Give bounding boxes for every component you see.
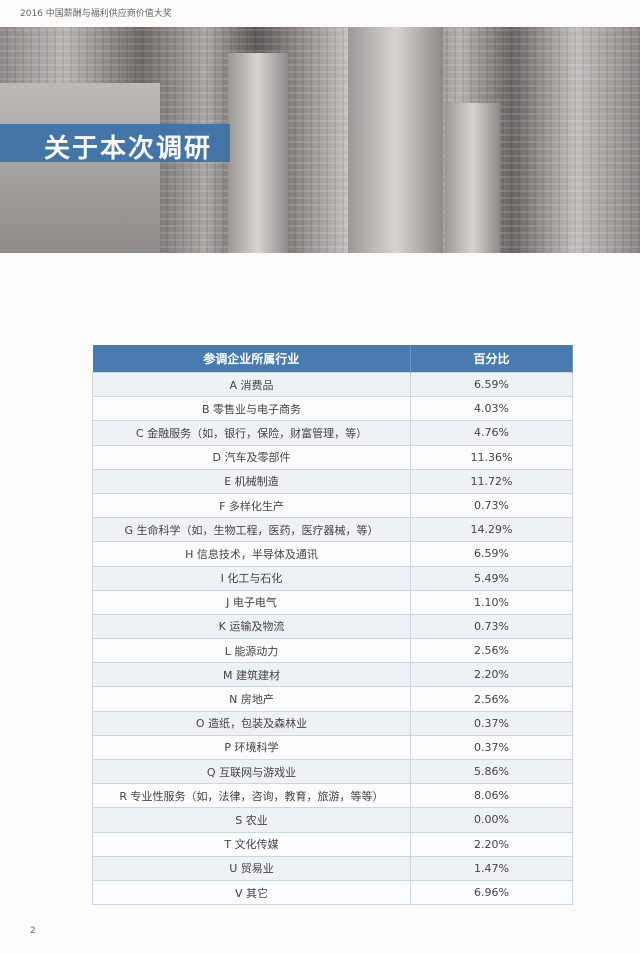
percent-cell: 4.76% <box>410 420 573 446</box>
table-row: D 汽车及零部件 11.36% <box>92 444 573 470</box>
table-row: O 造纸，包装及森林业 0.37% <box>92 710 573 736</box>
table-row: J 电子电气 1.10% <box>92 589 573 615</box>
industry-cell: V 其它 <box>92 879 411 906</box>
table-row: G 生命科学（如，生物工程，医药，医疗器械，等） 14.29% <box>92 517 573 543</box>
table-row: L 能源动力 2.56% <box>92 638 573 664</box>
header-industry: 参调企业所属行业 <box>92 345 411 373</box>
percent-cell: 1.10% <box>410 589 573 615</box>
industry-cell: D 汽车及零部件 <box>92 444 411 470</box>
table-row: B 零售业与电子商务 4.03% <box>92 396 573 422</box>
percent-cell: 2.20% <box>410 831 573 857</box>
table-row: M 建筑建材 2.20% <box>92 662 573 688</box>
table-row: F 多样化生产 0.73% <box>92 492 573 519</box>
industry-cell: N 房地产 <box>92 686 411 712</box>
percent-cell: 1.47% <box>410 855 573 881</box>
industry-cell: L 能源动力 <box>92 638 411 664</box>
industry-cell: U 贸易业 <box>92 855 411 881</box>
industry-cell: K 运输及物流 <box>92 613 411 640</box>
percent-cell: 14.29% <box>410 517 573 543</box>
section-title: 关于本次调研 <box>44 134 213 164</box>
industry-cell: A 消费品 <box>92 371 411 398</box>
percent-cell: 6.59% <box>410 371 573 398</box>
table-row: P 环境科学 0.37% <box>92 734 573 761</box>
percent-cell: 0.00% <box>410 807 573 833</box>
table-row: V 其它 6.96% <box>92 879 573 906</box>
industry-cell: R 专业性服务（如，法律，咨询，教育，旅游，等等） <box>92 783 411 809</box>
table-row: S 农业 0.00% <box>92 807 573 833</box>
percent-cell: 5.49% <box>410 565 573 591</box>
percent-cell: 0.73% <box>410 492 573 519</box>
percent-cell: 5.86% <box>410 758 573 785</box>
percent-cell: 8.06% <box>410 783 573 809</box>
percent-cell: 2.56% <box>410 686 573 712</box>
industry-cell: O 造纸，包装及森林业 <box>92 710 411 736</box>
percent-cell: 2.20% <box>410 662 573 688</box>
percent-cell: 6.59% <box>410 541 573 567</box>
page-number: 2 <box>30 926 36 936</box>
table-row: Q 互联网与游戏业 5.86% <box>92 758 573 785</box>
table-row: I 化工与石化 5.49% <box>92 565 573 591</box>
industry-cell: C 金融服务（如，银行，保险，财富管理，等） <box>92 420 411 446</box>
table-row: E 机械制造 11.72% <box>92 468 573 494</box>
percent-cell: 0.37% <box>410 734 573 761</box>
percent-cell: 11.36% <box>410 444 573 470</box>
table-row: A 消费品 6.59% <box>92 371 573 398</box>
table-row: U 贸易业 1.47% <box>92 855 573 881</box>
section-title-bar: 关于本次调研 <box>0 124 230 164</box>
percent-cell: 6.96% <box>410 879 573 906</box>
industry-cell: H 信息技术，半导体及通讯 <box>92 541 411 567</box>
table-row: N 房地产 2.56% <box>92 686 573 712</box>
industry-table: 参调企业所属行业 百分比 A 消费品 6.59% B 零售业与电子商务 4.03% C … <box>92 345 573 906</box>
industry-cell: G 生命科学（如，生物工程，医药，医疗器械，等） <box>92 517 411 543</box>
industry-cell: B 零售业与电子商务 <box>92 396 411 422</box>
table-row: H 信息技术，半导体及通讯 6.59% <box>92 541 573 567</box>
running-head: 2016 中国薪酬与福利供应商价值大奖 <box>20 9 172 19</box>
industry-cell: M 建筑建材 <box>92 662 411 688</box>
table-row: C 金融服务（如，银行，保险，财富管理，等） 4.76% <box>92 420 573 446</box>
industry-cell: S 农业 <box>92 807 411 833</box>
industry-cell: P 环境科学 <box>92 734 411 761</box>
industry-cell: J 电子电气 <box>92 589 411 615</box>
table-row: T 文化传媒 2.20% <box>92 831 573 857</box>
percent-cell: 2.56% <box>410 638 573 664</box>
cityscape-banner-image <box>0 27 640 253</box>
table-row: R 专业性服务（如，法律，咨询，教育，旅游，等等） 8.06% <box>92 783 573 809</box>
industry-cell: Q 互联网与游戏业 <box>92 758 411 785</box>
industry-cell: E 机械制造 <box>92 468 411 494</box>
industry-cell: I 化工与石化 <box>92 565 411 591</box>
industry-cell: F 多样化生产 <box>92 492 411 519</box>
percent-cell: 11.72% <box>410 468 573 494</box>
table-row: K 运输及物流 0.73% <box>92 613 573 640</box>
percent-cell: 0.73% <box>410 613 573 640</box>
percent-cell: 0.37% <box>410 710 573 736</box>
industry-cell: T 文化传媒 <box>92 831 411 857</box>
percent-cell: 4.03% <box>410 396 573 422</box>
header-percent: 百分比 <box>410 345 573 373</box>
